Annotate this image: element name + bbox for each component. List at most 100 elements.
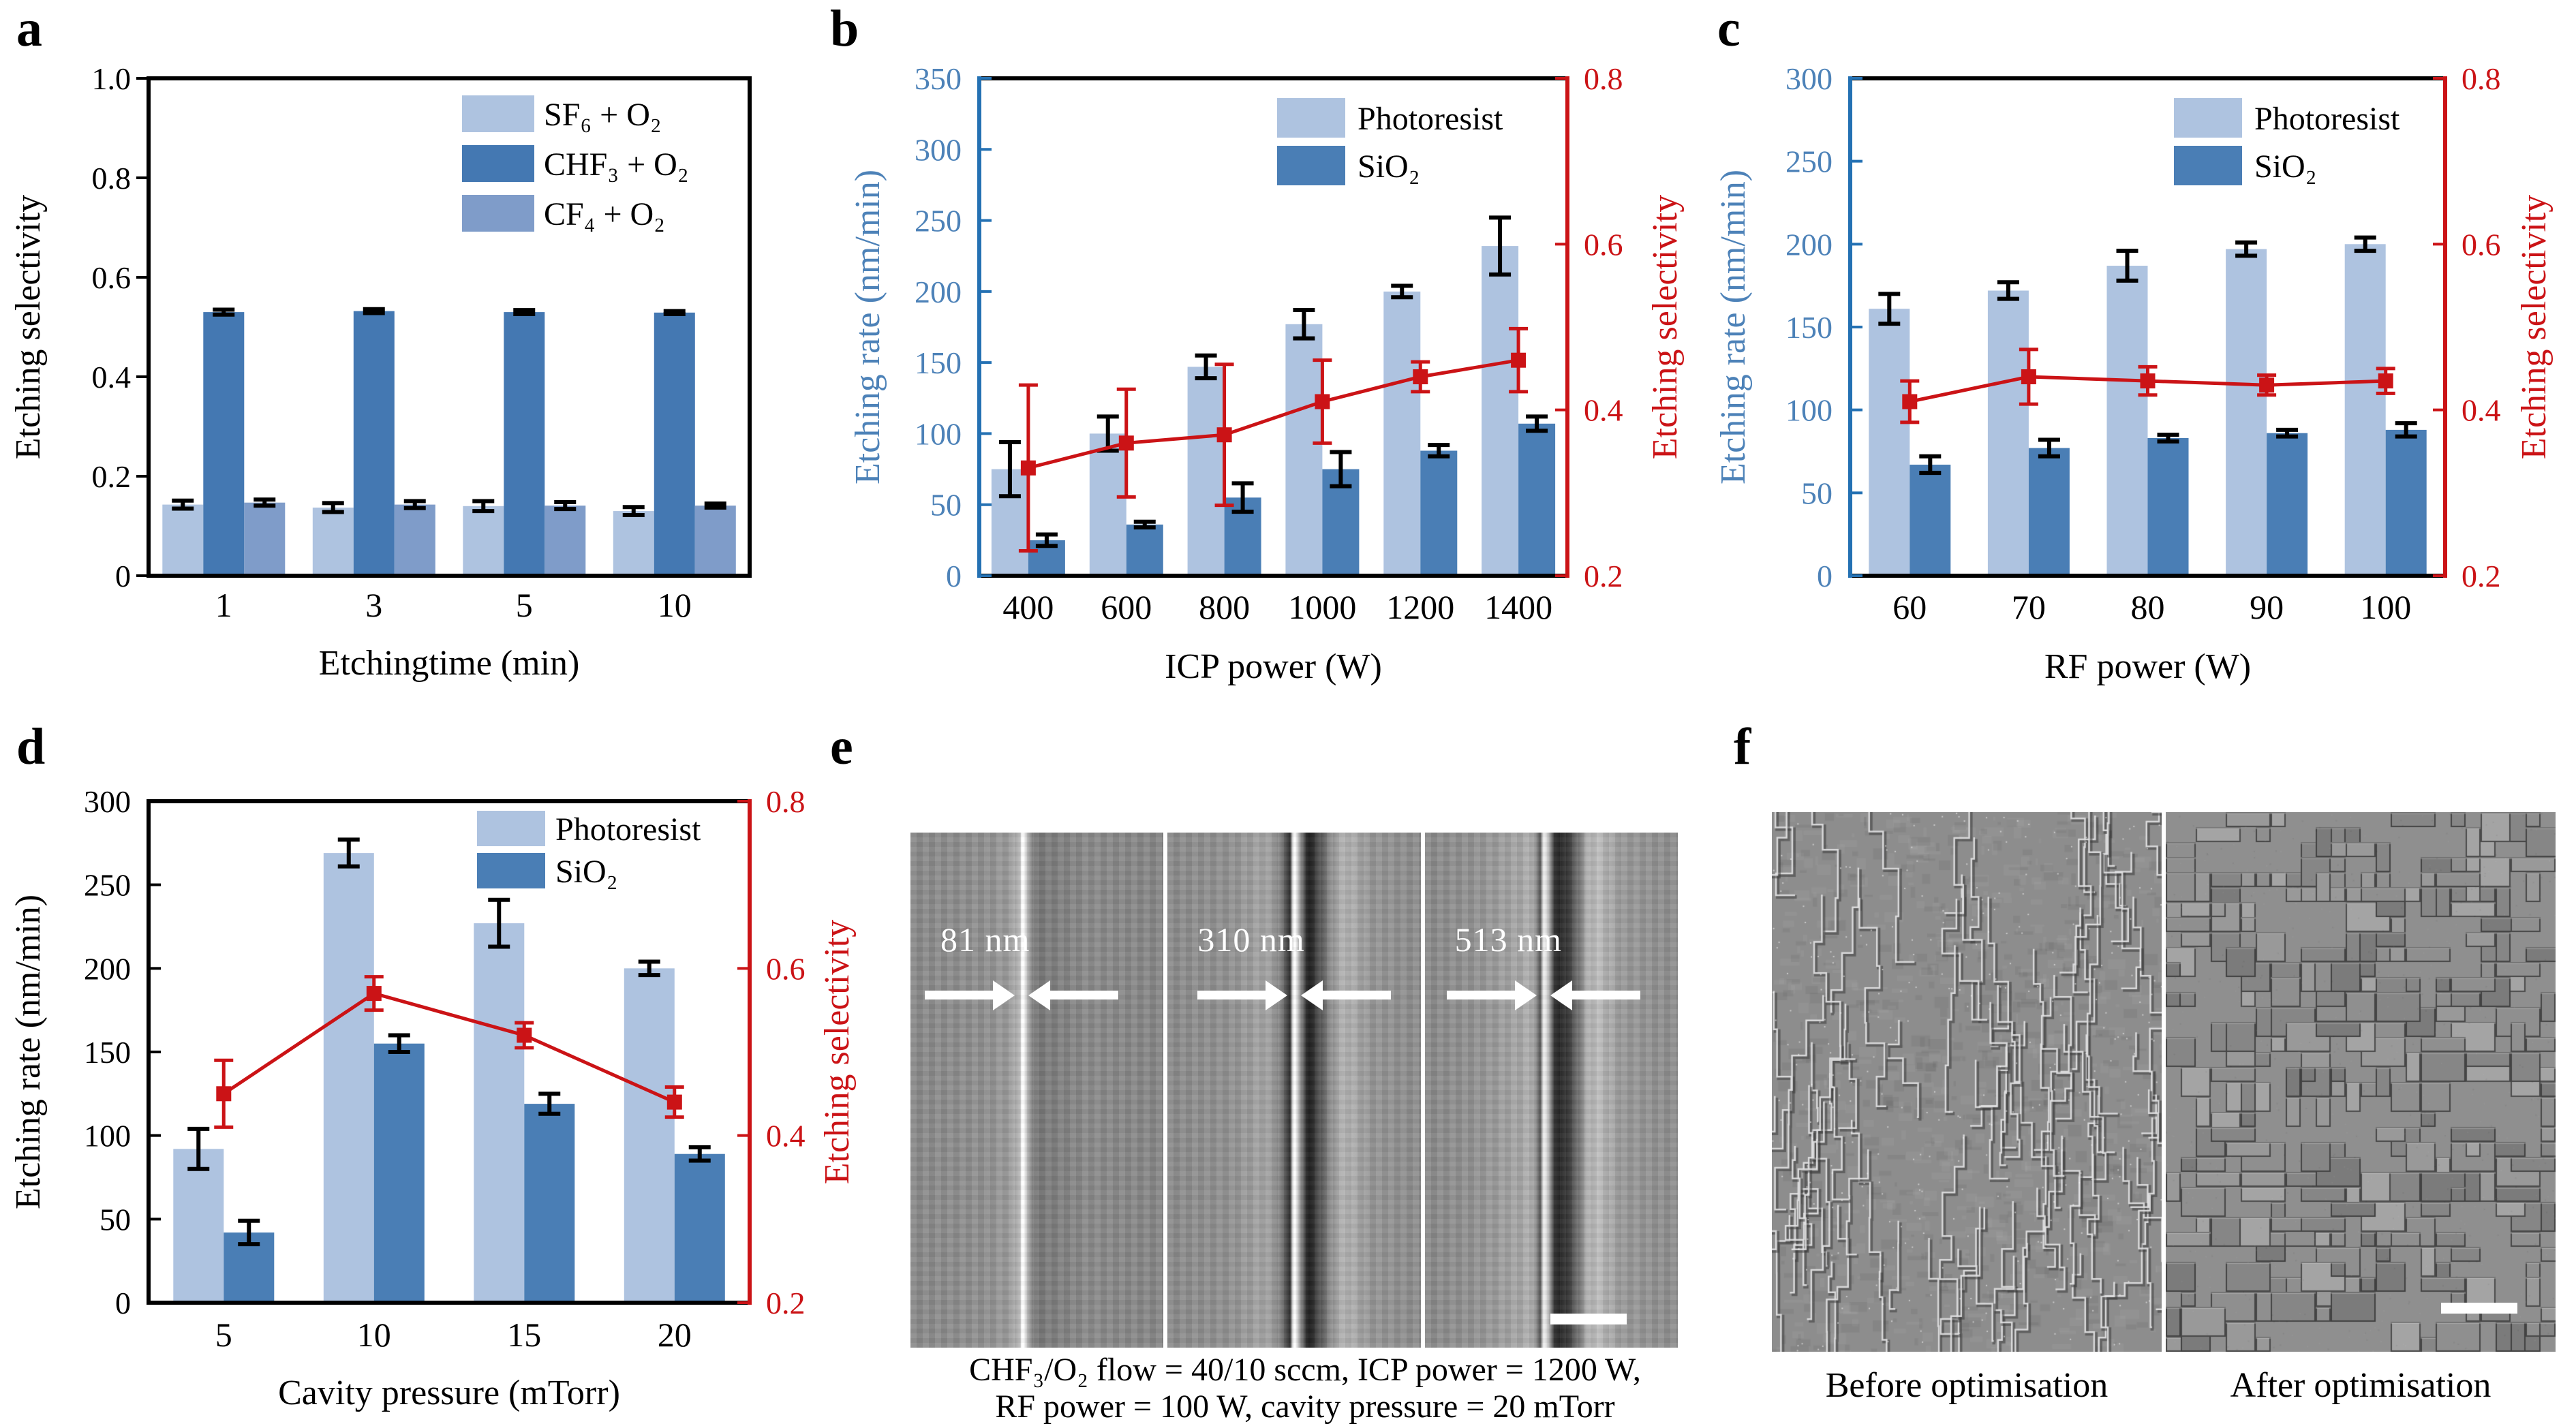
linewidth-label-513nm: 513 nm [1454, 920, 1563, 959]
legend-swatch-photoresist [1277, 98, 1345, 138]
bar-cf-o [545, 506, 586, 576]
left-tick-label: 300 [84, 784, 131, 819]
bar-chf-o [504, 312, 545, 576]
bar-chf-o [203, 312, 245, 576]
left-tick-label: 0.8 [92, 161, 132, 196]
left-tick-label: 350 [915, 61, 962, 96]
x-tick-label: 10 [658, 586, 692, 624]
right-tick-label: 0.8 [766, 784, 806, 819]
linewidth-label-310nm: 310 nm [1197, 920, 1305, 959]
y-axis-title-right: Etching selectivity [1646, 195, 1685, 459]
bar-sio [2385, 429, 2427, 576]
scale-bar [1550, 1314, 1627, 1324]
before-optimisation-label: Before optimisation [1825, 1366, 2109, 1405]
left-tick-label: 300 [1785, 61, 1833, 96]
left-tick-label: 1.0 [92, 61, 132, 96]
caption-line-2: RF power = 100 W, cavity pressure = 20 m… [995, 1389, 1615, 1425]
left-tick-label: 0 [946, 559, 962, 593]
right-tick-label: 0.4 [1584, 393, 1623, 428]
bar-photoresist [2226, 249, 2267, 576]
x-tick-label: 20 [658, 1316, 692, 1354]
selectivity-marker [2021, 369, 2036, 384]
right-tick-label: 0.6 [766, 951, 806, 986]
chart-panel-etching-time: 0 0.2 0.4 0.6 0.8 1.0 1 3 5 10 Etchingtime (min) Et… [0, 0, 804, 713]
right-tick-label: 0.2 [2462, 559, 2501, 593]
x-tick-label: 1000 [1288, 588, 1356, 626]
right-tick-label: 0.2 [1584, 559, 1623, 593]
bar-photoresist [474, 923, 525, 1303]
panel-letter-e: e [830, 718, 853, 775]
panel-letter-b: b [830, 0, 859, 57]
left-tick-label: 0 [1817, 559, 1833, 593]
left-tick-label: 100 [84, 1119, 131, 1153]
bar-sio [2147, 438, 2189, 576]
bar-sio [2028, 448, 2070, 576]
bar-sf-o [463, 506, 504, 576]
right-tick-label: 0.6 [1584, 227, 1623, 262]
left-tick-label: 200 [915, 275, 962, 309]
left-tick-label: 100 [915, 416, 962, 451]
y-axis-title-left: Etching rate (nm/min) [9, 895, 48, 1209]
legend-label-sio: SiO₂ [2254, 149, 2316, 185]
selectivity-marker [1413, 369, 1428, 384]
right-tick-label: 0.8 [2462, 61, 2501, 96]
panel-letter-f: f [1734, 718, 1751, 775]
chart-b: 0 50 100 150 200 250 300 350 0.2 0.4 0.6 0.8 400 600 8… [848, 61, 1685, 686]
x-tick-label: 100 [2360, 588, 2411, 626]
bar-photoresist [1285, 324, 1323, 576]
left-tick-label: 0.2 [92, 459, 132, 494]
bar-cf-o [394, 504, 435, 576]
bar-photoresist [624, 968, 675, 1303]
sem-image-strip: 81 nm 310 nm 513 nm [910, 833, 1678, 1348]
bar-photoresist [173, 1149, 224, 1303]
legend-label-cf-o: CF₄ + O₂ [544, 196, 665, 232]
legend-swatch-photoresist [2174, 98, 2242, 138]
arrow-right-icon [1447, 991, 1516, 999]
caption-line-1: CHF₃/O₂ flow = 40/10 sccm, ICP power = 1… [969, 1352, 1641, 1388]
chart-panel-cavity-pressure: 0 50 100 150 200 250 300 0.2 0.4 0.6 0.8 5 10 15 20 Cav… [0, 713, 886, 1426]
selectivity-line [222, 991, 675, 1104]
sem-linewidth-panel: 81 nm 310 nm 513 nm CHF₃/O₂ flow = 40/10… [886, 713, 1724, 1426]
bar-sio [1420, 450, 1458, 576]
sem-image-after-optimisation [2166, 812, 2556, 1352]
x-tick-label: 5 [516, 586, 533, 624]
x-tick-label: 80 [2131, 588, 2165, 626]
bar-sio [373, 1043, 425, 1303]
left-tick-label: 250 [84, 868, 131, 903]
right-tick-label: 0.6 [2462, 227, 2501, 262]
bar-sio [1518, 423, 1556, 576]
legend-label-photoresist: Photoresist [1358, 101, 1503, 137]
selectivity-marker [1020, 460, 1036, 476]
left-tick-label: 150 [1785, 310, 1833, 345]
left-tick-label: 0 [115, 1286, 131, 1320]
selectivity-marker [1118, 435, 1134, 451]
y-axis-title-left: Etching selectivity [9, 195, 48, 459]
chart-d: 0 50 100 150 200 250 300 0.2 0.4 0.6 0.8 5 10 15 20 Cav… [9, 784, 857, 1412]
bar-photoresist [1482, 246, 1519, 576]
bar-photoresist [1869, 309, 1910, 576]
selectivity-marker [1511, 352, 1527, 368]
left-tick-label: 50 [1801, 476, 1833, 510]
chart-c: 0 50 100 150 200 250 300 0.2 0.4 0.6 0.8 60 70 80 90 10… [1714, 61, 2554, 686]
left-tick-label: 100 [1785, 393, 1833, 428]
legend-swatch-photoresist [477, 811, 545, 846]
y-axis-title-left: Etching rate (nm/min) [1714, 170, 1753, 484]
left-tick-label: 50 [930, 488, 962, 523]
x-axis-title: RF power (W) [2044, 647, 2251, 686]
arrow-left-icon [1322, 991, 1391, 999]
right-tick-label: 0.2 [766, 1286, 806, 1320]
selectivity-marker [366, 986, 382, 1002]
selectivity-line [1028, 358, 1519, 470]
x-tick-label: 70 [2012, 588, 2046, 626]
selectivity-marker [1315, 394, 1330, 409]
y-axis-title-right: Etching selectivity [818, 920, 857, 1184]
arrow-right-icon [925, 991, 994, 999]
left-tick-label: 250 [1785, 144, 1833, 179]
legend-swatch-cf-o [462, 195, 534, 232]
chart-panel-icp-power: 0 50 100 150 200 250 300 350 0.2 0.4 0.6 0.8 400 600 8… [804, 0, 1758, 713]
panel-letter-c: c [1717, 0, 1741, 57]
left-tick-label: 50 [99, 1202, 131, 1237]
bar-photoresist [1987, 290, 2029, 576]
chart-a: 0 0.2 0.4 0.6 0.8 1.0 1 3 5 10 Etchingtime (min) Et… [9, 61, 752, 683]
